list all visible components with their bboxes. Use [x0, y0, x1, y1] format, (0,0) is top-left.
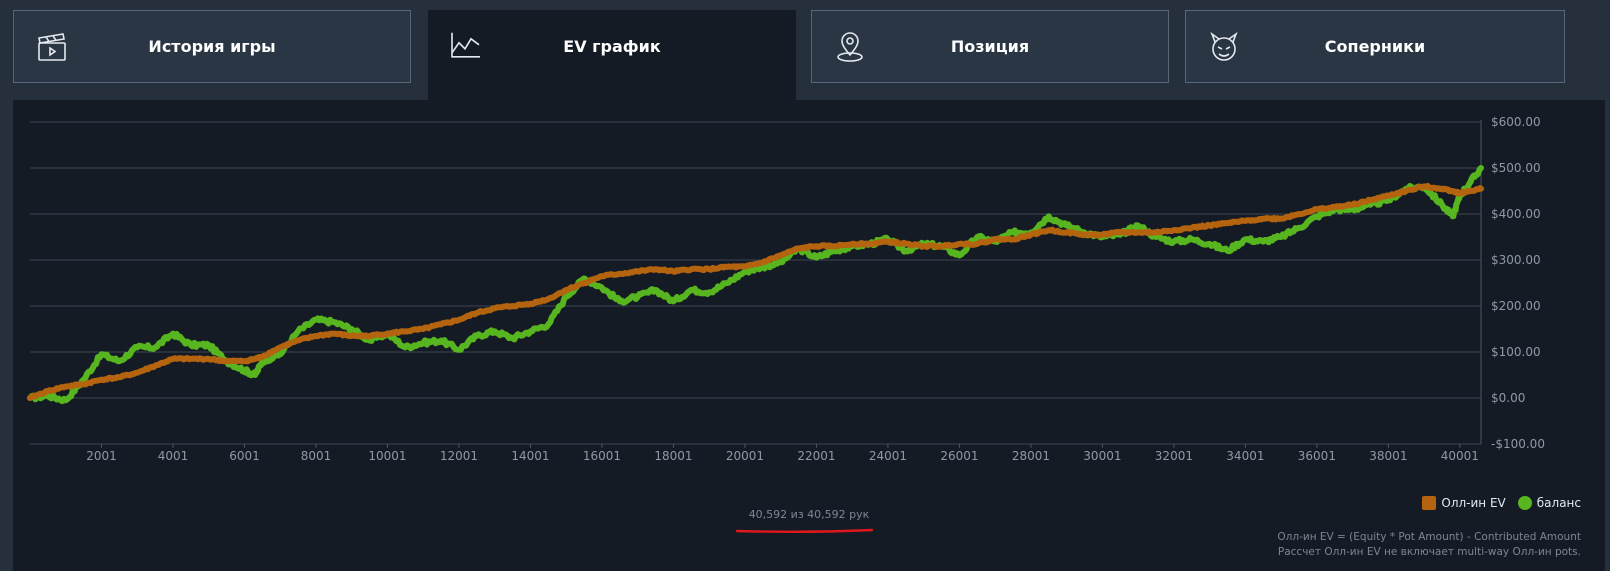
y-tick-label: -$100.00 [1491, 437, 1545, 451]
chart-legend: Олл-ин EV баланс [1422, 496, 1581, 510]
legend-label-allin-ev: Олл-ин EV [1441, 496, 1506, 510]
tab-opponents-label: Соперники [1324, 37, 1426, 56]
map-pin-icon [833, 30, 867, 64]
tab-position[interactable]: Позиция [811, 10, 1169, 83]
tab-ev-chart-label: EV график [563, 36, 661, 56]
x-tick-label: 2001 [86, 449, 117, 463]
x-tick-label: 16001 [583, 449, 621, 463]
series-line-allin-ev [27, 182, 1484, 401]
legend-item-balance[interactable]: баланс [1517, 496, 1581, 510]
x-tick-label: 36001 [1298, 449, 1336, 463]
x-tick-label: 4001 [158, 449, 189, 463]
legend-label-balance: баланс [1536, 496, 1581, 510]
x-tick-label: 12001 [440, 449, 478, 463]
tab-ev-chart[interactable]: EV график [428, 10, 796, 100]
tab-position-label: Позиция [950, 37, 1030, 56]
line-chart-icon [449, 28, 483, 62]
formula-line-2: Рассчет Олл-ин EV не включает multi-way … [1277, 546, 1581, 558]
grid-lines [30, 121, 1481, 445]
x-tick-label: 32001 [1155, 449, 1193, 463]
y-tick-label: $0.00 [1491, 391, 1525, 405]
chart-series [27, 165, 1484, 405]
y-tick-label: $400.00 [1491, 207, 1541, 221]
x-tick-label: 20001 [726, 449, 764, 463]
y-tick-label: $600.00 [1491, 115, 1541, 129]
x-tick-label: 38001 [1369, 449, 1407, 463]
legend-swatch-allin-ev [1422, 496, 1437, 510]
tab-game-history-label: История игры [148, 37, 276, 56]
x-tick-label: 28001 [1012, 449, 1050, 463]
y-tick-label: $500.00 [1491, 161, 1541, 175]
y-tick-label: $200.00 [1491, 299, 1541, 313]
hands-counter: 40,592 из 40,592 рук [748, 508, 870, 521]
legend-swatch-balance [1517, 496, 1532, 510]
x-tick-label: 14001 [511, 449, 549, 463]
tab-game-history[interactable]: История игры [13, 10, 411, 83]
x-tick-label: 6001 [229, 449, 260, 463]
series-line-balance [27, 165, 1484, 405]
clapperboard-icon [35, 30, 69, 64]
x-axis: 2001 4001 6001 8001 10001 12001 14001 16001 1800… [86, 444, 1479, 463]
red-underline [736, 528, 874, 533]
formula-line-1: Олл-ин EV = (Equity * Pot Amount) - Cont… [1277, 531, 1581, 543]
ev-chart: 2001 4001 6001 8001 10001 12001 14001 16001 1800… [27, 115, 1545, 463]
x-tick-label: 24001 [869, 449, 907, 463]
x-tick-label: 34001 [1226, 449, 1264, 463]
y-axis: $600.00 $500.00 $400.00 $300.00 $200.00 $100.… [1480, 115, 1545, 451]
x-tick-label: 30001 [1083, 449, 1121, 463]
x-tick-label: 18001 [654, 449, 692, 463]
x-tick-label: 26001 [940, 449, 978, 463]
x-tick-label: 8001 [301, 449, 332, 463]
y-tick-label: $300.00 [1491, 253, 1541, 267]
chart-panel: 2001 4001 6001 8001 10001 12001 14001 16001 1800… [13, 100, 1605, 571]
devil-face-icon [1207, 30, 1241, 64]
x-tick-label: 10001 [368, 449, 406, 463]
legend-item-allin-ev[interactable]: Олл-ин EV [1422, 496, 1506, 510]
x-tick-label: 22001 [797, 449, 835, 463]
formula-note: Олл-ин EV = (Equity * Pot Amount) - Cont… [1277, 530, 1581, 560]
x-tick-label: 40001 [1441, 449, 1479, 463]
y-tick-label: $100.00 [1491, 345, 1541, 359]
tab-opponents[interactable]: Соперники [1185, 10, 1565, 83]
